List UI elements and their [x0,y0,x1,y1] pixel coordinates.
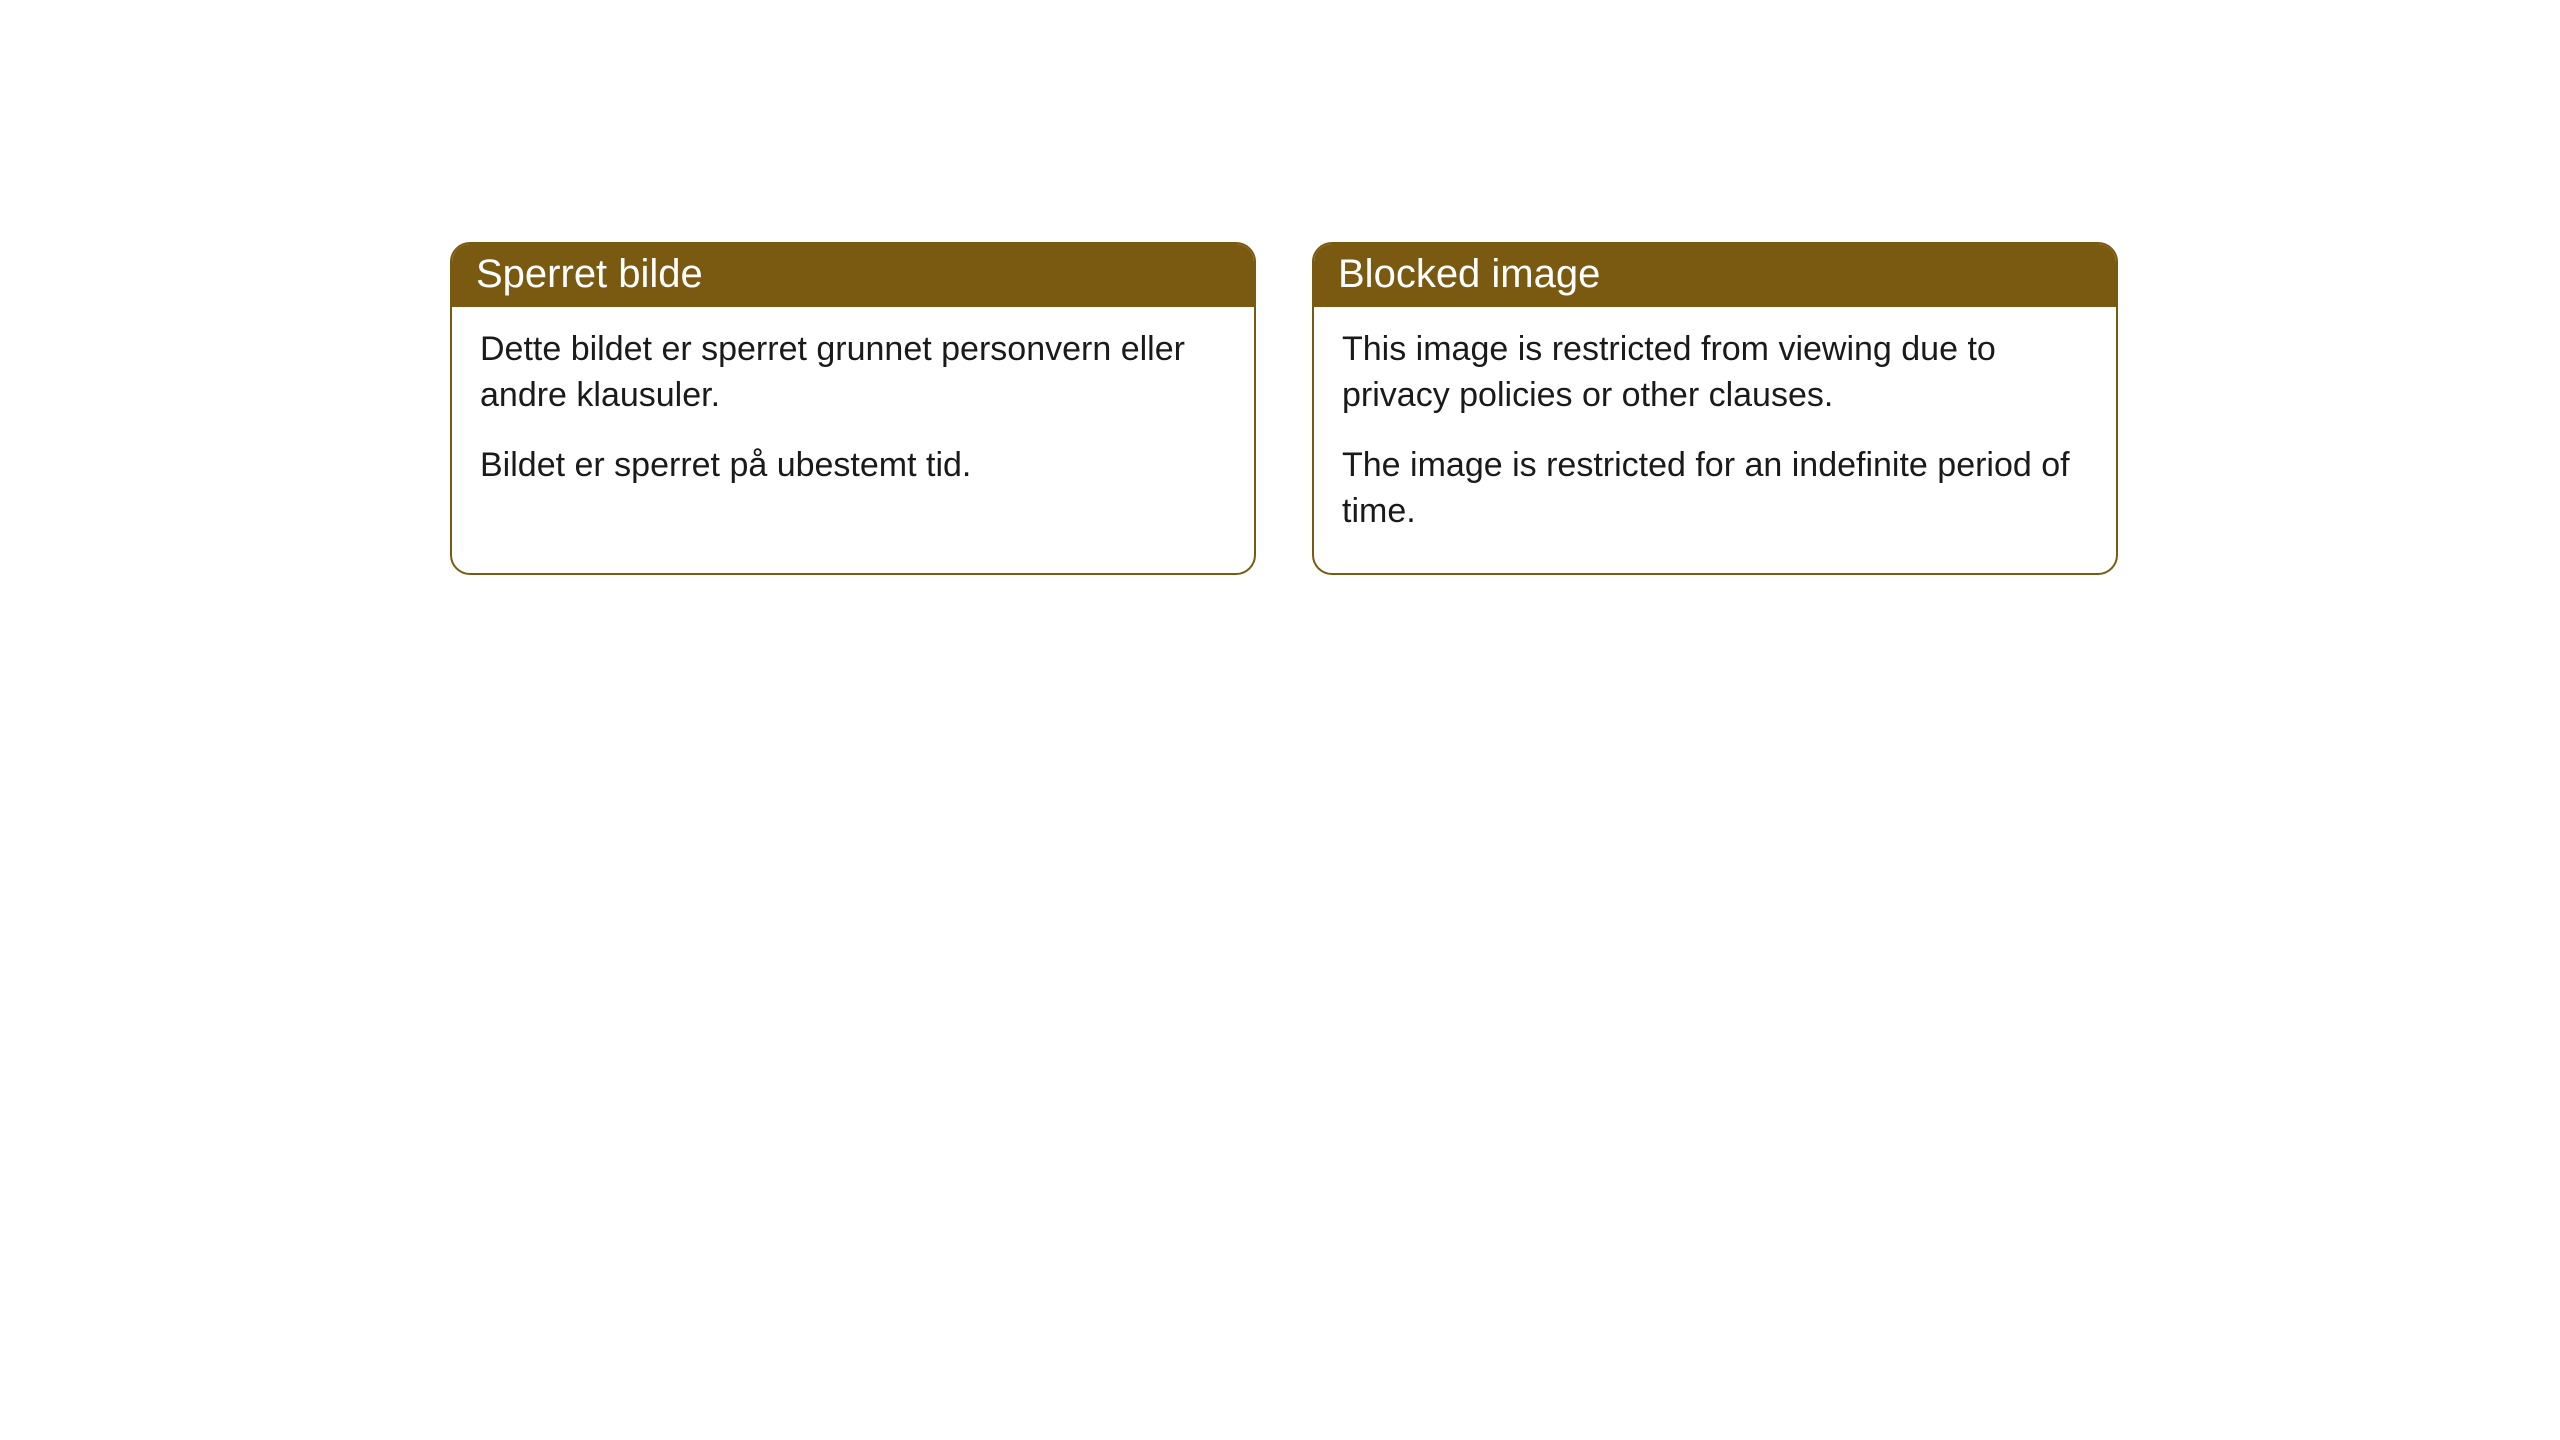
blocked-image-card-english: Blocked image This image is restricted f… [1312,242,2118,575]
card-paragraph: This image is restricted from viewing du… [1342,327,2088,419]
card-paragraph: Bildet er sperret på ubestemt tid. [480,443,1226,489]
card-paragraph: Dette bildet er sperret grunnet personve… [480,327,1226,419]
blocked-image-card-norwegian: Sperret bilde Dette bildet er sperret gr… [450,242,1256,575]
card-body: This image is restricted from viewing du… [1314,307,2116,573]
notice-cards-container: Sperret bilde Dette bildet er sperret gr… [0,0,2560,575]
card-header: Sperret bilde [452,244,1254,307]
card-title: Sperret bilde [476,252,703,296]
card-body: Dette bildet er sperret grunnet personve… [452,307,1254,527]
card-paragraph: The image is restricted for an indefinit… [1342,443,2088,535]
card-title: Blocked image [1338,252,1600,296]
card-header: Blocked image [1314,244,2116,307]
